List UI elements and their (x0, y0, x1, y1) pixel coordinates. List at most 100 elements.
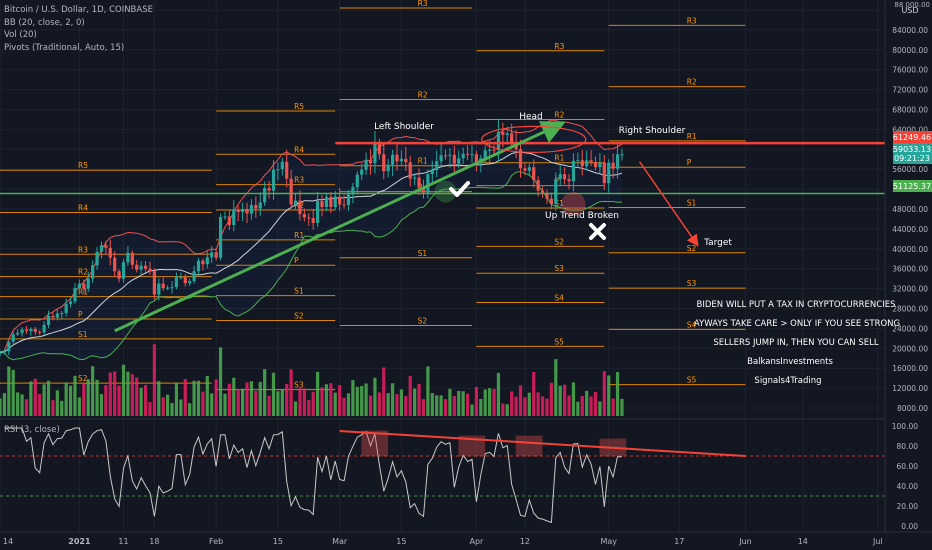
top-clip-label: 88 000.00 (894, 1, 930, 9)
volume-bar (86, 379, 90, 416)
pivots-legend[interactable]: Pivots (Traditional, Auto, 15) (4, 42, 125, 53)
bb-legend[interactable]: BB (20, close, 2, 0) (4, 17, 85, 28)
volume-bar (64, 382, 68, 416)
head-label: Head (519, 112, 543, 122)
price-tick-label: 80000.00 (892, 46, 928, 55)
candle-body (333, 196, 337, 208)
volume-bar (368, 395, 373, 416)
volume-bar (346, 393, 351, 416)
candle-body (523, 168, 527, 171)
candle-body (210, 252, 214, 258)
volume-bar (293, 401, 298, 416)
candle-body (492, 149, 496, 151)
volume-bar (611, 398, 615, 416)
pivot-label: S2 (418, 316, 428, 325)
symbol-title[interactable]: Bitcoin / U.S. Dollar, 1D, COINBASE (4, 5, 153, 15)
candle-body (227, 216, 231, 225)
volume-bar (16, 392, 20, 416)
volume-bar (201, 391, 205, 416)
candle-body (474, 154, 478, 164)
candle-body (179, 277, 183, 279)
volume-bar (351, 380, 355, 416)
volume-bar (236, 389, 240, 416)
candle-body (55, 313, 59, 318)
volume-bar (413, 388, 417, 416)
candle-body (598, 162, 602, 168)
volume-bar (377, 392, 381, 416)
volume-bar (263, 369, 267, 416)
volume-bar (563, 384, 567, 416)
volume-bar (404, 396, 408, 416)
cross-mark-icon (589, 223, 606, 240)
price-axis-bg (885, 0, 932, 550)
volume-bar (523, 397, 527, 416)
volume-bar (315, 371, 320, 416)
candle-body (241, 209, 245, 212)
price-tick-label: 72000.00 (892, 86, 928, 95)
rsi-tick-label: 0.00 (901, 522, 918, 531)
candle-body (593, 162, 598, 168)
rsi-highlight-box (458, 435, 486, 457)
candle-body (188, 281, 192, 284)
candle-body (95, 251, 99, 266)
candle-body (576, 160, 580, 162)
pivot-label: S4 (554, 294, 564, 303)
candle-body (589, 160, 593, 163)
pivot-label: R3 (294, 176, 304, 185)
candle-body (205, 257, 209, 265)
price-badges: 61249.46 59033.13 09:21:23 51125.37 (893, 131, 932, 192)
candle-body (117, 271, 121, 279)
rsi-tick-label: 40.00 (897, 482, 919, 491)
candle-body (285, 161, 289, 179)
volume-bar (179, 399, 183, 416)
rsi-highlight-box (515, 435, 543, 457)
candle-body (346, 194, 351, 206)
candle-body (236, 209, 240, 212)
candle-body (218, 216, 223, 258)
candle-body (351, 187, 355, 195)
candle-body (417, 177, 421, 188)
pivot-label: S5 (554, 337, 564, 346)
candle-body (443, 155, 448, 157)
volume-bar (95, 379, 99, 416)
candle-body (338, 196, 342, 205)
candle-body (42, 324, 46, 333)
volume-bar (0, 398, 2, 416)
pivot-label: S1 (554, 199, 564, 208)
volume-bar (223, 393, 227, 416)
volume-bar (108, 372, 112, 416)
volume-bar (29, 381, 33, 416)
price-tick-label: 84000.00 (892, 26, 928, 35)
pivot-label: S1 (78, 330, 88, 339)
volume-bar (205, 375, 209, 416)
candle-body (496, 131, 501, 151)
time-tick-label: 15 (273, 537, 283, 546)
candle-body (563, 174, 567, 180)
volume-bar (143, 385, 148, 416)
candle-body (289, 178, 293, 205)
volume-bar (166, 394, 170, 416)
volume-bar (408, 375, 412, 416)
time-tick-label: Jul (872, 537, 883, 546)
candle-body (607, 162, 611, 184)
pivot-label: R3 (554, 42, 564, 51)
pivot-label: R1 (687, 132, 697, 141)
candle-body (567, 179, 571, 182)
price-tick-label: 56000.00 (892, 165, 928, 174)
candle-body (152, 271, 156, 295)
candle-body (342, 204, 346, 206)
candle-body (161, 283, 165, 289)
chart-legend: Bitcoin / U.S. Dollar, 1D, COINBASE BB (… (4, 4, 153, 54)
resistance-badge (893, 131, 932, 143)
vol-legend[interactable]: Vol (20) (4, 30, 37, 40)
time-tick-label: Mar (332, 537, 348, 546)
candle-body (461, 153, 465, 159)
rsi-tick-label: 60.00 (897, 462, 919, 471)
last-price-badge (893, 143, 932, 164)
candle-body (298, 200, 302, 214)
volume-bar (338, 385, 342, 416)
volume-bar (558, 385, 562, 416)
price-tick-label: 40000.00 (892, 245, 928, 254)
